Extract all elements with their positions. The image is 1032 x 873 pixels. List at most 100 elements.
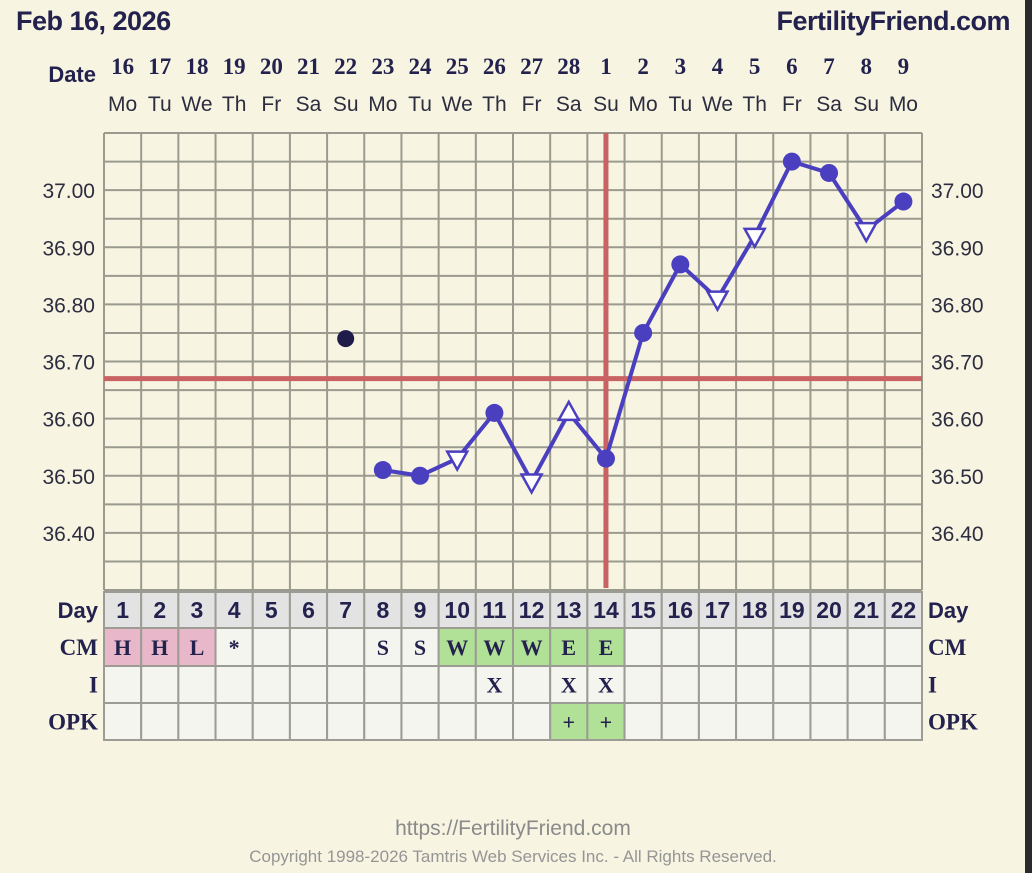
i-cell [660,665,700,704]
date-label: 18 [185,54,208,79]
weekday-label: Fr [782,93,802,116]
excluded-temperature-point [337,330,355,348]
cm-cell-value: W [521,635,543,660]
weekday-label: Fr [261,93,281,116]
day-cell-value: 18 [742,597,768,623]
weekday-label: We [442,93,473,116]
window-edge [1025,0,1032,873]
opk-cell [809,702,849,741]
cm-cell [660,627,700,667]
opk-cell [251,702,291,741]
weekday-label: Sa [556,93,582,116]
opk-cell [512,702,552,741]
weekday-label: Mo [889,93,918,116]
row-label-cm-right: CM [928,635,967,660]
weekday-label: We [181,93,212,116]
temperature-point-triangle-down [854,221,879,244]
cm-cell-value: S [377,635,389,660]
opk-cell [400,702,440,741]
weekday-label: Su [593,93,619,116]
temperature-point [820,163,839,182]
weekday-label: Sa [296,93,322,116]
temperature-point-triangle-down [742,227,767,250]
opk-cell [474,702,514,741]
date-label: 8 [860,54,872,79]
opk-cell [697,702,738,741]
y-tick-label-left: 36.90 [42,237,95,260]
day-cell-value: 22 [891,597,917,623]
opk-cell [140,702,180,741]
y-tick-label-right: 36.70 [931,352,984,375]
day-cell [326,591,366,629]
date-label: 1 [600,54,612,79]
opk-cell [214,702,254,741]
day-cell-value: 7 [339,597,352,623]
day-cell-value: 2 [153,597,166,623]
brand-logo-text: FertilityFriend.com [776,6,1010,36]
date-label: 20 [260,54,283,79]
weekday-label: We [702,93,733,116]
day-cell [251,591,291,629]
row-label-cm: CM [60,635,99,660]
opk-cell [326,702,366,741]
day-cell-value: 14 [593,597,619,623]
opk-cell [288,702,329,741]
day-cell-value: 19 [779,597,805,623]
cm-cell [883,627,923,667]
y-tick-label-left: 36.80 [42,294,95,317]
cm-cell [772,627,812,667]
temperature-point [485,403,504,422]
day-cell-value: 9 [414,597,427,623]
footer-url: https://FertilityFriend.com [395,817,631,840]
day-cell-value: 20 [816,597,842,623]
weekday-label: Su [853,93,879,116]
day-cell-value: 8 [376,597,389,623]
i-cell [326,665,366,704]
weekday-label: Th [222,93,247,116]
i-cell [437,665,477,704]
row-label-i: I [89,673,98,698]
date-label: 24 [409,54,433,79]
i-cell [103,665,143,704]
opk-cell [772,702,812,741]
date-label: 25 [446,54,469,79]
row-label-i-right: I [928,673,937,698]
day-cell-value: 5 [265,597,278,623]
date-label: 17 [148,54,171,79]
date-label: 6 [786,54,798,79]
opk-cell [883,702,923,741]
cm-cell [809,627,849,667]
cm-cell [437,627,477,667]
cm-cell-value: W [483,635,505,660]
cm-cell-value: * [229,635,240,660]
row-label-day: Day [58,598,99,623]
weekday-label: Tu [408,93,432,116]
day-cell [400,591,440,629]
cm-cell-value: E [561,635,576,660]
date-label: 7 [823,54,835,79]
i-cell [846,665,886,704]
cycle-table: 1 2 3 4 5 6 7 8 9 10 11 12 13 14 15 16 17 18 19 20 21 22H H L * S… [103,591,923,741]
temperature-point [894,192,913,211]
chart-grid [103,132,923,591]
i-cell-value: X [598,673,614,698]
opk-cell [103,702,143,741]
y-tick-label-left: 36.70 [42,352,95,375]
cm-cell-value: L [190,635,205,660]
opk-cell [177,702,217,741]
i-cell [400,665,440,704]
day-cell-value: 17 [705,597,731,623]
y-tick-label-right: 36.90 [931,237,984,260]
y-tick-label-left: 36.60 [42,409,95,432]
day-cell-value: 10 [444,597,470,623]
date-label: 28 [557,54,580,79]
i-cell [474,665,514,704]
date-label: 9 [898,54,910,79]
date-label: 3 [675,54,687,79]
date-label: 27 [520,54,543,79]
y-tick-label-right: 36.40 [931,523,984,546]
i-cell [697,665,738,704]
date-row-label: Date [48,62,96,87]
y-tick-label-left: 36.40 [42,523,95,546]
cm-cell-value: H [151,635,168,660]
